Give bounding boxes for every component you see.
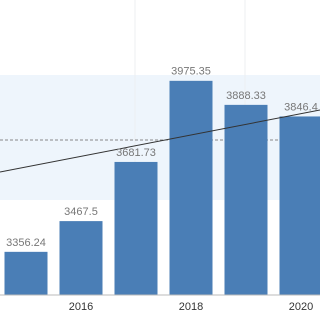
highlight-band bbox=[0, 75, 320, 200]
bars bbox=[4, 80, 320, 296]
x-tick-label: 2018 bbox=[179, 301, 203, 313]
value-label: 3846.4 bbox=[284, 101, 318, 113]
value-label: 3356.24 bbox=[6, 237, 46, 249]
bar bbox=[59, 221, 103, 295]
trend-line bbox=[0, 109, 320, 173]
bar bbox=[169, 80, 213, 296]
value-label: 3975.35 bbox=[171, 66, 211, 78]
value-label: 3888.33 bbox=[226, 90, 266, 102]
x-tick-label: 2016 bbox=[69, 301, 93, 313]
bar bbox=[4, 251, 48, 295]
bar bbox=[224, 104, 268, 295]
bar bbox=[114, 161, 158, 295]
value-label: 3681.73 bbox=[116, 147, 156, 159]
value-label: 3467.5 bbox=[64, 206, 98, 218]
bar bbox=[279, 116, 320, 295]
x-tick-label: 2020 bbox=[289, 301, 313, 313]
